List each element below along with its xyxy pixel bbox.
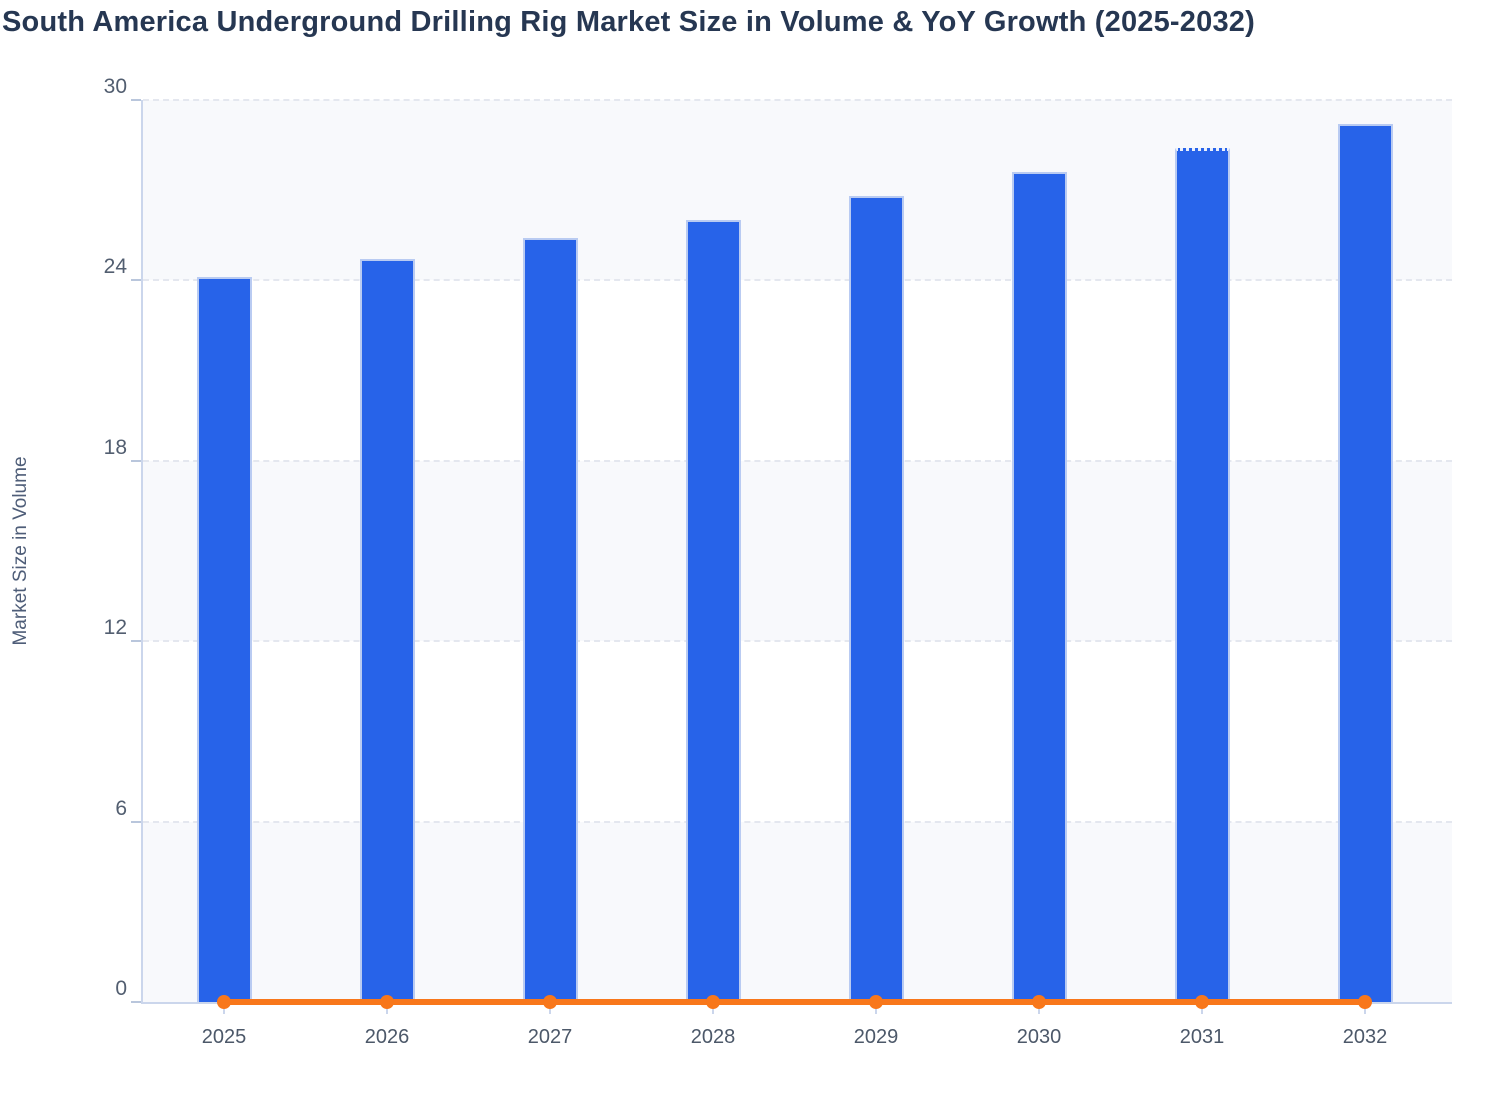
plot-band [143, 641, 1452, 821]
gridline-y-12 [143, 640, 1452, 643]
yoy-marker-2029[interactable] [869, 995, 883, 1009]
y-axis-title: Market Size in Volume [10, 456, 31, 646]
bar-2029[interactable] [848, 196, 904, 1002]
x-tick-label-2028: 2028 [690, 1026, 736, 1048]
yoy-marker-2032[interactable] [1358, 995, 1372, 1009]
y-axis-tickmark [131, 640, 141, 643]
y-axis-tickmark [131, 99, 141, 101]
x-tick-label-2031: 2031 [1179, 1026, 1225, 1048]
bar-2028[interactable] [685, 220, 741, 1002]
yoy-marker-2030[interactable] [1032, 995, 1046, 1009]
y-tick-label-6: 6 [115, 796, 127, 820]
yoy-marker-2031[interactable] [1195, 995, 1209, 1009]
yoy-marker-2028[interactable] [706, 995, 720, 1009]
x-tick-label-2030: 2030 [1016, 1026, 1062, 1048]
y-tick-label-0: 0 [115, 977, 127, 1000]
gridline-y-30 [143, 99, 1452, 101]
y-axis-line [141, 100, 143, 1002]
bar-2027[interactable] [522, 238, 578, 1002]
y-tick-label-24: 24 [103, 255, 127, 279]
plot-area: 0 6 12 18 24 30 2025 2026 2027 2028 2029 2030 2031 20… [104, 75, 1452, 1048]
yoy-marker-2027[interactable] [543, 995, 557, 1009]
bar-2030[interactable] [1011, 172, 1067, 1002]
bar-2026[interactable] [359, 259, 415, 1002]
plot-band [143, 460, 1452, 642]
y-axis-tickmark [131, 1001, 141, 1003]
y-tick-label-18: 18 [103, 435, 127, 459]
x-tick-label-2032: 2032 [1342, 1026, 1388, 1048]
gridline-y-6 [143, 820, 1452, 823]
plot-band [143, 100, 1452, 281]
plot-band [143, 280, 1452, 460]
gridline-y-24 [143, 279, 1452, 282]
x-tick-label-2029: 2029 [853, 1026, 899, 1048]
bar-2025[interactable] [196, 277, 252, 1002]
x-tick-label-2026: 2026 [364, 1026, 410, 1048]
gridline-y-18 [143, 459, 1452, 462]
bar-2031[interactable] [1174, 148, 1230, 1002]
x-tick-label-2025: 2025 [201, 1026, 247, 1048]
plot-band [143, 821, 1452, 1002]
y-axis-tickmark [131, 279, 141, 282]
y-tick-label-12: 12 [103, 616, 127, 640]
yoy-marker-2025[interactable] [217, 995, 231, 1009]
chart-title: South America Underground Drilling Rig M… [2, 6, 1255, 38]
bar-2032[interactable] [1337, 124, 1393, 1002]
y-tick-label-30: 30 [103, 75, 127, 98]
yoy-marker-2026[interactable] [380, 995, 394, 1009]
x-tick-label-2027: 2027 [527, 1026, 573, 1048]
y-axis-tickmark [131, 459, 141, 462]
y-axis-tickmark [131, 820, 141, 823]
yoy-growth-line [224, 999, 1365, 1005]
